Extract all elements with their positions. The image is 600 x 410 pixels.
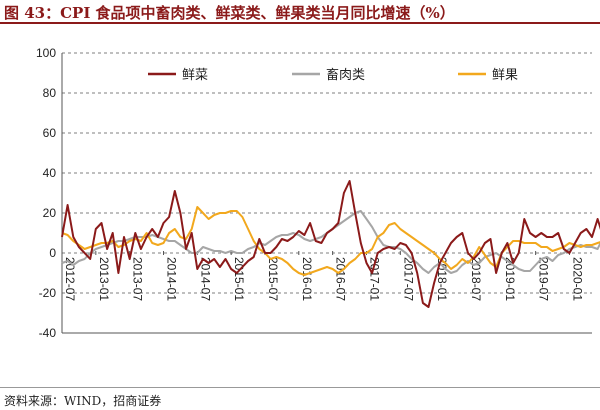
x-tick-label: 2016-07: [334, 257, 348, 301]
source-note: 资料来源：WIND，招商证券: [4, 394, 162, 408]
source-divider: [0, 387, 600, 388]
x-tick-label: 2013-01: [97, 257, 111, 301]
y-tick-labels: -40 -20 0 20 40 60 80 100: [36, 46, 56, 340]
title-divider: [0, 22, 600, 24]
y-tick-label: 0: [49, 246, 56, 260]
legend-label: 鲜果: [492, 68, 518, 83]
y-tick-label: 80: [43, 86, 57, 100]
y-tick-label: 100: [36, 46, 56, 60]
x-tick-label: 2019-07: [537, 257, 551, 301]
legend: 鲜菜 畜肉类 鲜果: [148, 67, 518, 83]
x-tick-label: 2015-01: [232, 257, 246, 301]
x-tick-label: 2020-01: [570, 257, 584, 301]
line-chart: -40 -20 0 20 40 60 80 100 2012-07 2013-01 2013-07…: [36, 46, 600, 340]
x-tick-label: 2012-07: [63, 257, 77, 301]
series-lines: [61, 180, 600, 308]
series-line-1: [61, 180, 600, 308]
x-tick-label: 2017-07: [401, 257, 415, 301]
x-tick-label: 2017-01: [367, 257, 381, 301]
x-tick-label: 2018-07: [469, 257, 483, 301]
x-tick-label: 2015-07: [266, 257, 280, 301]
x-tick-label: 2016-01: [300, 257, 314, 301]
y-tick-label: -20: [39, 286, 57, 300]
grid-lines: [61, 52, 592, 334]
chart-title: 图 43：CPI 食品项中畜肉类、鲜菜类、鲜果类当月同比增速（%）: [4, 4, 455, 22]
x-tick-label: 2013-07: [131, 257, 145, 301]
y-tick-label: 60: [43, 126, 57, 140]
y-tick-label: 40: [43, 166, 57, 180]
legend-label: 鲜菜: [182, 68, 208, 83]
x-tick-label: 2019-01: [503, 257, 517, 301]
x-tick-labels: 2012-07 2013-01 2013-07 2014-01 2014-07 2015-…: [61, 251, 584, 301]
x-tick-label: 2014-07: [198, 257, 212, 301]
legend-label: 畜肉类: [326, 67, 365, 83]
y-tick-label: 20: [43, 206, 57, 220]
y-tick-label: -40: [39, 326, 57, 340]
x-tick-label: 2014-01: [164, 257, 178, 301]
